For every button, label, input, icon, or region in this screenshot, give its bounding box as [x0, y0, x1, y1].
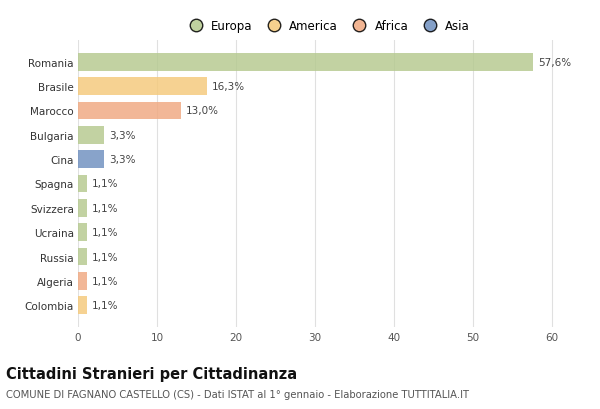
Text: 13,0%: 13,0% — [185, 106, 218, 116]
Bar — [78, 175, 86, 193]
Bar — [78, 151, 104, 169]
Text: 3,3%: 3,3% — [109, 155, 136, 165]
Text: 16,3%: 16,3% — [212, 82, 245, 92]
Bar — [78, 224, 86, 241]
Text: 1,1%: 1,1% — [91, 179, 118, 189]
Bar — [78, 272, 86, 290]
Bar — [78, 127, 104, 144]
Text: COMUNE DI FAGNANO CASTELLO (CS) - Dati ISTAT al 1° gennaio - Elaborazione TUTTIT: COMUNE DI FAGNANO CASTELLO (CS) - Dati I… — [6, 389, 469, 399]
Bar — [78, 248, 86, 265]
Text: 3,3%: 3,3% — [109, 130, 136, 140]
Bar — [78, 103, 181, 120]
Text: 1,1%: 1,1% — [91, 301, 118, 310]
Bar — [78, 78, 207, 96]
Text: 57,6%: 57,6% — [538, 58, 571, 67]
Text: 1,1%: 1,1% — [91, 228, 118, 238]
Legend: Europa, America, Africa, Asia: Europa, America, Africa, Asia — [179, 15, 475, 38]
Text: 1,1%: 1,1% — [91, 276, 118, 286]
Text: Cittadini Stranieri per Cittadinanza: Cittadini Stranieri per Cittadinanza — [6, 366, 297, 381]
Bar — [78, 200, 86, 217]
Text: 1,1%: 1,1% — [91, 252, 118, 262]
Text: 1,1%: 1,1% — [91, 203, 118, 213]
Bar — [78, 297, 86, 314]
Bar — [78, 54, 533, 72]
